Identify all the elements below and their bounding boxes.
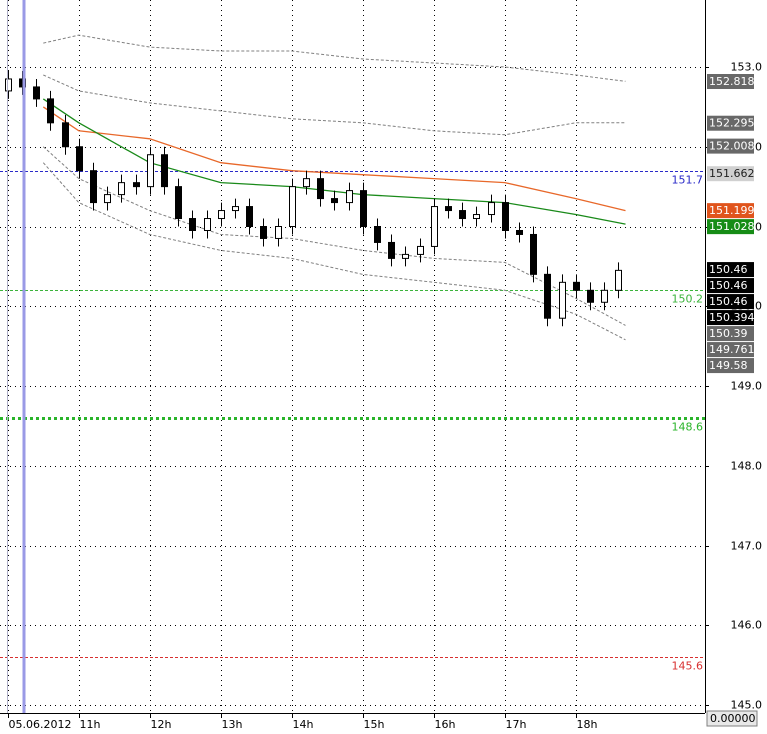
price-box <box>707 342 754 358</box>
candle-body <box>147 154 154 188</box>
candle-body <box>346 190 353 204</box>
indicator-line <box>42 162 626 341</box>
y-tick-label: 153.0 <box>731 61 763 74</box>
candle-body <box>303 178 310 188</box>
candle-body <box>544 273 551 319</box>
y-tick-label: 149.0 <box>731 380 763 393</box>
price-box-label: 152.818 <box>709 75 755 88</box>
price-box <box>707 262 754 278</box>
candle-body <box>90 170 97 204</box>
price-box <box>707 294 754 310</box>
candle-body <box>502 202 509 231</box>
candle-body <box>559 281 566 319</box>
price-box <box>706 710 758 727</box>
candle-body <box>62 122 69 148</box>
candle-body <box>133 182 140 188</box>
candle-body <box>175 186 182 220</box>
candle-body <box>275 226 282 239</box>
y-tick-label: 148.0 <box>731 460 763 473</box>
price-box <box>707 278 754 294</box>
candle-body <box>118 182 125 196</box>
level-label: 145.6 <box>672 660 704 673</box>
candle-body <box>232 206 239 212</box>
candle-body <box>473 214 480 220</box>
candle-body <box>516 229 523 235</box>
price-box-label: 152.295 <box>709 117 755 130</box>
price-box <box>707 115 754 131</box>
x-tick-label: 12h <box>151 718 172 731</box>
price-box <box>707 310 754 326</box>
candle-body <box>615 269 622 291</box>
x-tick-label: 18h <box>577 718 598 731</box>
x-tick-label: 05.06.2012 <box>9 718 72 731</box>
candle-body <box>417 245 424 255</box>
candle-body <box>317 178 324 200</box>
price-box-label: 150.46 <box>709 295 748 308</box>
candle-body <box>246 206 253 228</box>
price-box <box>707 138 754 154</box>
candle-body <box>289 186 296 228</box>
price-box <box>707 358 754 374</box>
candle-body <box>260 226 267 239</box>
candle-body <box>573 281 580 291</box>
price-box-label: 150.39 <box>709 327 748 340</box>
price-box-label: 150.46 <box>709 279 748 292</box>
candle-body <box>445 206 452 212</box>
candle-body <box>431 206 438 247</box>
candle-body <box>204 218 211 231</box>
x-tick-label: 13h <box>222 718 243 731</box>
level-label: 151.7 <box>672 174 704 187</box>
candle-body <box>47 98 54 124</box>
x-tick-label: 17h <box>506 718 527 731</box>
price-box <box>707 74 754 90</box>
candle-body <box>33 86 40 100</box>
price-box-label: 151.028 <box>709 220 755 233</box>
y-tick-label: 145.0 <box>731 699 763 712</box>
x-tick-label: 11h <box>80 718 101 731</box>
candle-body <box>374 226 381 243</box>
candle-body <box>388 241 395 259</box>
price-box-label: 151.662 <box>709 167 755 180</box>
price-box-label: 149.58 <box>709 359 748 372</box>
price-box <box>707 166 754 182</box>
candle-body <box>587 289 594 303</box>
indicator-line <box>43 34 626 82</box>
plot-area: 151.7 150.2 148.6 145.6 <box>0 0 705 713</box>
candle-body <box>5 78 12 92</box>
indicator-line <box>42 106 626 212</box>
candle-body <box>218 210 225 220</box>
price-box <box>707 219 754 235</box>
candle-body <box>360 190 367 228</box>
candle-body <box>488 202 495 216</box>
price-box <box>707 326 754 342</box>
candle-body <box>331 198 338 204</box>
candle-body <box>189 218 196 231</box>
x-tick-label: 16h <box>435 718 456 731</box>
x-tick-label: 15h <box>364 718 385 731</box>
candle-body <box>76 146 83 172</box>
level-label: 150.2 <box>672 293 704 306</box>
price-box-label: 152.008 <box>709 140 755 153</box>
price-box-label: 150.394 <box>709 311 755 324</box>
candle-body <box>601 289 608 303</box>
y-tick-label: 147.0 <box>731 540 763 553</box>
indicator-line <box>42 146 626 326</box>
price-box <box>707 203 754 219</box>
level-label: 148.6 <box>672 421 704 434</box>
price-box-label: 0.00000 <box>710 712 756 725</box>
price-box-label: 149.761 <box>709 343 755 356</box>
candle-body <box>402 253 409 259</box>
x-tick-label: 14h <box>293 718 314 731</box>
y-tick-label: 146.0 <box>731 619 763 632</box>
price-box-label: 151.199 <box>709 204 755 217</box>
candle-body <box>530 233 537 275</box>
candle-body <box>459 210 466 220</box>
candle-body <box>104 194 111 204</box>
candle-body <box>161 154 168 188</box>
indicator-line <box>42 98 626 225</box>
price-box-label: 150.46 <box>709 263 748 276</box>
